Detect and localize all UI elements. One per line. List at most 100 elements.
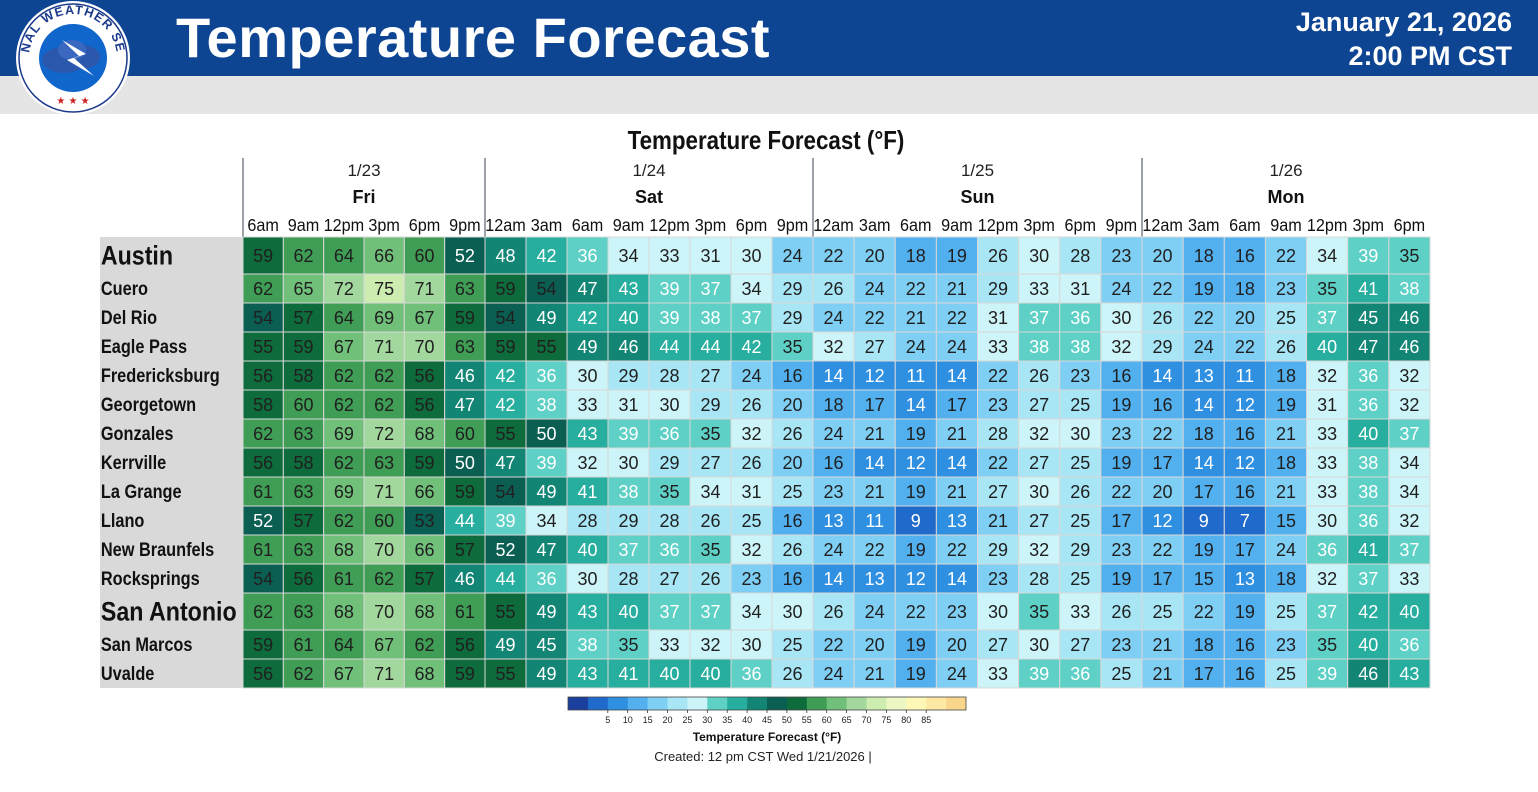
heatmap-cell: [607, 360, 650, 391]
cell-value: 63: [293, 424, 313, 444]
cell-value: 32: [700, 635, 720, 655]
cell-value: 66: [414, 540, 434, 560]
heatmap-cell: [1100, 389, 1143, 420]
cell-value: 25: [1276, 308, 1296, 328]
colorbar-segment: [647, 697, 668, 710]
heatmap-cell: [1347, 273, 1390, 304]
cell-value: 54: [495, 482, 515, 502]
colorbar-tick-label: 55: [802, 715, 812, 725]
heatmap-cell: [771, 658, 814, 689]
time-label: 9pm: [1106, 215, 1138, 235]
colorbar-tick-label: 45: [762, 715, 772, 725]
cell-value: 34: [1399, 453, 1419, 473]
heatmap-cell: [812, 236, 855, 275]
header-strip: [0, 76, 1538, 114]
row-label-bg: [100, 448, 243, 477]
colorbar-tick-label: 40: [742, 715, 752, 725]
cell-value: 67: [334, 337, 354, 357]
cell-value: 60: [374, 511, 394, 531]
cell-value: 43: [577, 664, 597, 684]
heatmap-cell: [648, 658, 691, 689]
cell-value: 33: [1317, 453, 1337, 473]
cell-value: 39: [659, 308, 679, 328]
cell-value: 36: [1399, 635, 1419, 655]
heatmap-cell: [323, 302, 365, 333]
cell-value: 34: [741, 602, 761, 622]
cell-value: 56: [414, 395, 434, 415]
cell-value: 62: [374, 395, 394, 415]
cell-value: 13: [947, 511, 967, 531]
city-label: Llano: [101, 510, 145, 531]
cell-value: 14: [947, 366, 967, 386]
cell-value: 19: [1111, 453, 1131, 473]
cell-value: 14: [947, 569, 967, 589]
cell-value: 59: [455, 482, 475, 502]
heatmap-cell: [689, 236, 732, 275]
cell-value: 64: [334, 246, 354, 266]
day-name-label: Mon: [1268, 187, 1305, 207]
cell-value: 22: [824, 246, 844, 266]
heatmap-cell: [648, 629, 691, 660]
heatmap-cell: [1018, 273, 1061, 304]
cell-value: 23: [1276, 279, 1296, 299]
cell-value: 68: [414, 602, 434, 622]
cell-value: 30: [741, 635, 761, 655]
cell-value: 27: [1029, 511, 1049, 531]
cell-value: 63: [293, 602, 313, 622]
heatmap-cell: [689, 563, 732, 594]
heatmap-cell: [1388, 236, 1431, 275]
heatmap-cell: [977, 447, 1020, 478]
cell-value: 38: [1358, 482, 1378, 502]
row-label-bg: [100, 390, 243, 419]
cell-value: 24: [824, 424, 844, 444]
cell-value: 29: [988, 540, 1008, 560]
heatmap-cell: [282, 505, 325, 536]
heatmap-cell: [1388, 331, 1431, 362]
cell-value: 26: [1029, 366, 1049, 386]
cell-value: 46: [455, 366, 475, 386]
colorbar-segment: [846, 697, 867, 710]
cell-value: 11: [906, 366, 925, 386]
cell-value: 14: [824, 569, 844, 589]
heatmap-cell: [1059, 476, 1102, 507]
cell-value: 14: [947, 453, 967, 473]
cell-value: 43: [618, 279, 638, 299]
cell-value: 13: [1194, 366, 1214, 386]
time-label: 12pm: [649, 215, 690, 235]
cell-value: 63: [293, 540, 313, 560]
heatmap-cell: [1306, 563, 1349, 594]
cell-value: 37: [1029, 308, 1049, 328]
heatmap-cell: [648, 236, 691, 275]
time-label: 9am: [1270, 215, 1302, 235]
colorbar-tick-label: 85: [921, 715, 931, 725]
heatmap-cell: [484, 389, 527, 420]
heatmap-cell: [730, 236, 773, 275]
cell-value: 69: [334, 424, 354, 444]
cell-value: 32: [824, 337, 844, 357]
cell-value: 47: [495, 453, 515, 473]
heatmap-cell: [1182, 273, 1225, 304]
heatmap-cell: [1100, 534, 1143, 565]
cell-value: 33: [659, 246, 679, 266]
cell-value: 28: [577, 511, 597, 531]
cell-value: 22: [824, 635, 844, 655]
cell-value: 11: [865, 511, 884, 531]
cell-value: 42: [741, 337, 761, 357]
cell-value: 29: [618, 366, 638, 386]
cell-value: 70: [414, 337, 434, 357]
heatmap-cell: [1018, 534, 1061, 565]
cell-value: 22: [947, 540, 967, 560]
heatmap-cell: [1018, 236, 1061, 275]
heatmap-cell: [363, 302, 405, 333]
cell-value: 18: [1276, 366, 1296, 386]
svg-text:★ ★ ★: ★ ★ ★: [56, 96, 89, 107]
cell-value: 26: [1070, 482, 1090, 502]
heatmap-cell: [363, 331, 405, 362]
cell-value: 72: [334, 279, 354, 299]
day-date-label: 1/25: [961, 161, 994, 180]
cell-value: 26: [1111, 602, 1131, 622]
cell-value: 16: [1235, 635, 1255, 655]
heatmap-cell: [1100, 476, 1143, 507]
heatmap-cell: [648, 331, 691, 362]
cell-value: 39: [1029, 664, 1049, 684]
